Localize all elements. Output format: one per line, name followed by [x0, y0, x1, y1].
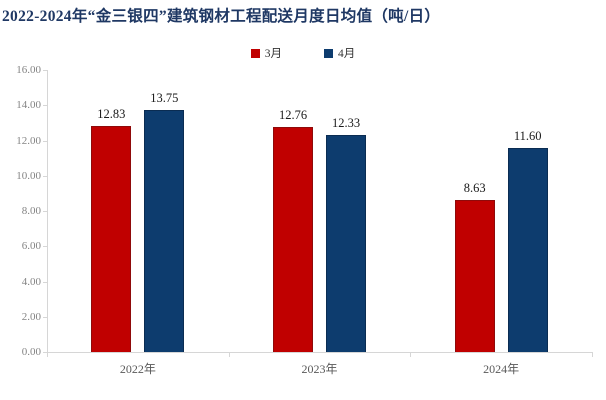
y-axis-tick	[43, 175, 47, 177]
legend-label-march: 3月	[264, 48, 282, 60]
legend: 3月 4月	[0, 45, 606, 61]
y-tick-label: 10.00	[16, 169, 41, 182]
bar-value-label: 11.60	[513, 128, 542, 143]
bar-3月-2022年	[91, 125, 132, 352]
chart-title: 2022-2024年“金三银四”建筑钢材工程配送月度日均值（吨/日）	[2, 8, 441, 25]
bar-value-label: 12.33	[331, 115, 361, 130]
y-axis-tick	[43, 211, 47, 212]
y-axis-tick	[43, 316, 47, 318]
x-axis-tick	[47, 353, 48, 357]
y-tick-label: 16.00	[16, 64, 41, 76]
y-axis-tick	[43, 140, 47, 142]
y-axis-line	[47, 70, 48, 352]
y-axis-tick	[43, 352, 47, 353]
x-axis-tick	[592, 353, 593, 357]
bar-value-label: 8.63	[463, 180, 486, 195]
x-category-label: 2023年	[301, 362, 338, 376]
y-tick-label: 6.00	[21, 240, 41, 253]
y-axis-tick	[43, 70, 47, 71]
bar-value-label: 12.76	[278, 108, 308, 123]
legend-item-april: 4月	[324, 45, 355, 61]
y-tick-label: 0.00	[21, 346, 41, 358]
x-category-label: 2024年	[483, 362, 520, 376]
y-tick-label: 12.00	[16, 134, 41, 147]
bar-3月-2023年	[273, 127, 313, 352]
bar-4月-2022年	[144, 109, 185, 352]
x-axis-tick	[410, 353, 412, 357]
legend-swatch-march	[250, 48, 260, 58]
legend-label-april: 4月	[338, 48, 356, 60]
y-axis-tick	[43, 105, 47, 107]
bar-3月-2024年	[454, 199, 495, 352]
y-tick-label: 14.00	[16, 99, 41, 112]
y-tick-label: 8.00	[21, 205, 41, 217]
x-axis-line	[47, 352, 593, 353]
bar-value-label: 13.75	[150, 90, 179, 105]
bar-value-label: 12.83	[97, 106, 126, 121]
legend-swatch-april	[324, 48, 333, 58]
legend-item-march: 3月	[250, 45, 282, 61]
x-category-label: 2022年	[119, 362, 156, 376]
y-tick-label: 2.00	[21, 310, 41, 323]
bar-4月-2023年	[326, 134, 366, 352]
y-axis-tick	[43, 281, 47, 283]
x-axis-tick	[228, 353, 230, 357]
y-axis-tick	[43, 246, 47, 248]
y-tick-label: 4.00	[21, 275, 41, 288]
bar-4月-2024年	[507, 147, 548, 352]
